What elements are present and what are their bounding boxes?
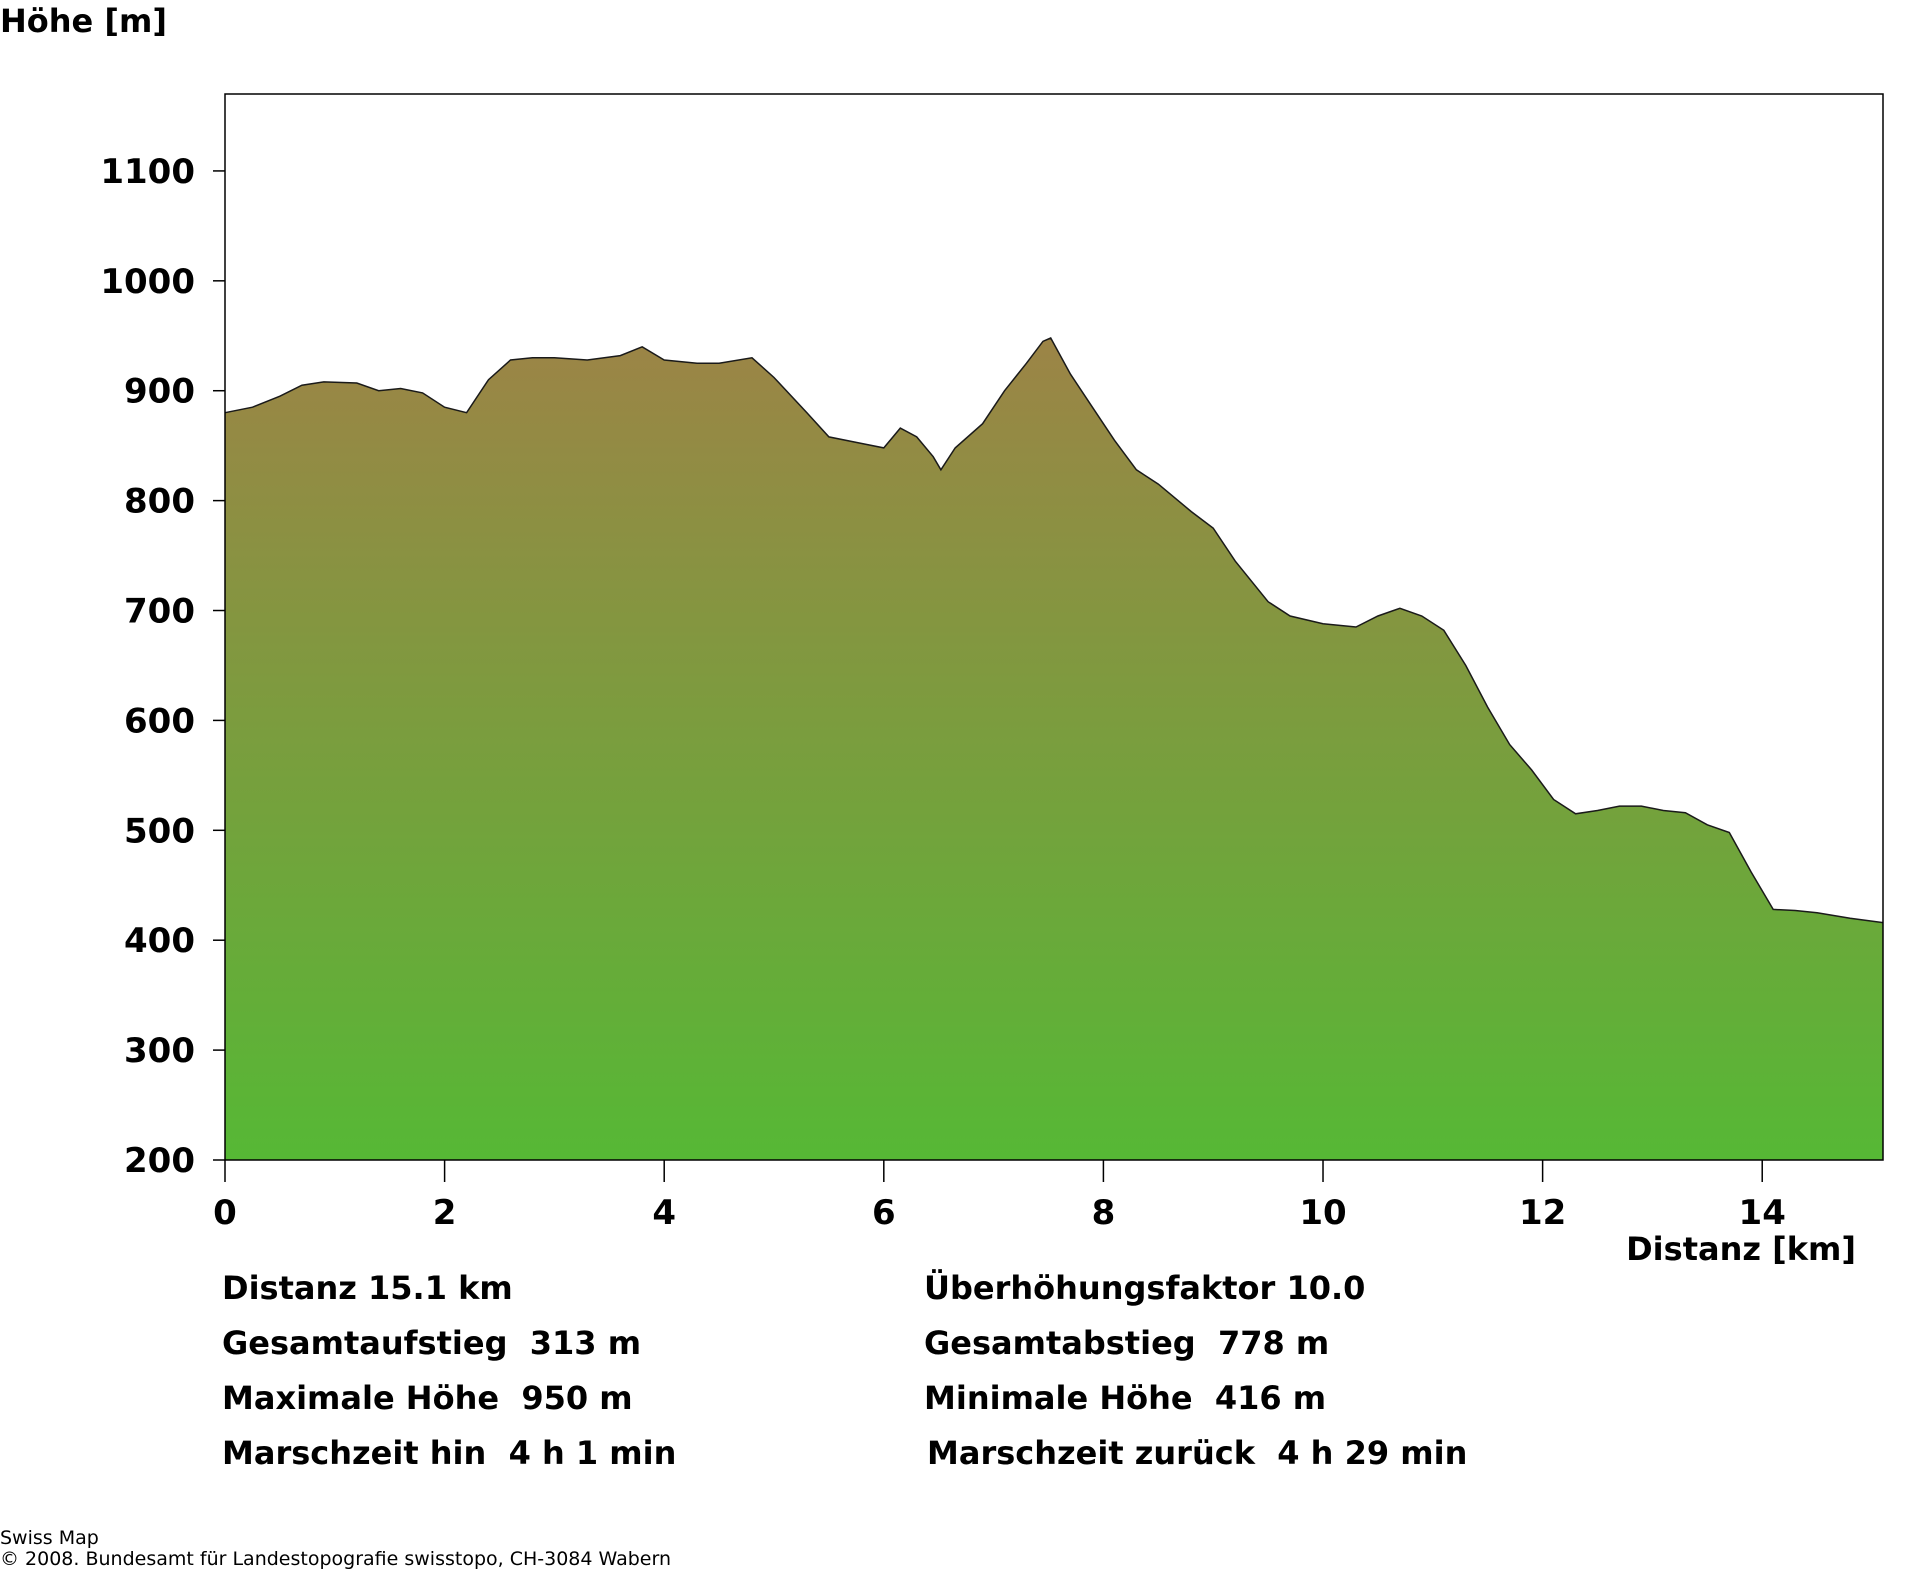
footer-copyright: © 2008. Bundesamt für Landestopografie s…: [0, 1548, 671, 1570]
x-axis-title: Distanz [km]: [1626, 1230, 1856, 1268]
y-tick-label: 600: [124, 701, 195, 741]
x-tick-label: 10: [1299, 1193, 1346, 1233]
stat-min-altitude: Minimale Höhe 416 m: [924, 1379, 1327, 1417]
footer-brand: Swiss Map: [0, 1527, 99, 1549]
stat-exaggeration-factor: Überhöhungsfaktor 10.0: [924, 1269, 1366, 1307]
stat-walk-time-back: Marschzeit zurück 4 h 29 min: [927, 1434, 1468, 1472]
y-tick-label: 800: [124, 482, 195, 522]
y-tick-label: 200: [124, 1141, 195, 1181]
x-tick-label: 12: [1519, 1193, 1566, 1233]
stat-total-descent: Gesamtabstieg 778 m: [924, 1324, 1330, 1362]
stat-max-altitude: Maximale Höhe 950 m: [222, 1379, 633, 1417]
x-tick-label: 4: [652, 1193, 676, 1233]
stat-distance: Distanz 15.1 km: [222, 1269, 513, 1307]
y-axis-title: Höhe [m]: [0, 2, 167, 40]
y-tick-label: 1000: [100, 262, 195, 302]
x-tick-label: 6: [872, 1193, 896, 1233]
x-tick-label: 0: [213, 1193, 237, 1233]
x-tick-label: 8: [1092, 1193, 1116, 1233]
y-tick-label: 900: [124, 372, 195, 412]
stat-walk-time-out: Marschzeit hin 4 h 1 min: [222, 1434, 677, 1472]
y-tick-label: 1100: [100, 152, 195, 192]
x-tick-label: 14: [1739, 1193, 1786, 1233]
y-tick-label: 700: [124, 592, 195, 632]
x-tick-label: 2: [433, 1193, 457, 1233]
stat-total-ascent: Gesamtaufstieg 313 m: [222, 1324, 642, 1362]
y-tick-label: 400: [124, 921, 195, 961]
plot-frame: [224, 93, 1884, 1161]
y-tick-label: 500: [124, 811, 195, 851]
y-tick-label: 300: [124, 1031, 195, 1071]
elevation-line: [224, 337, 1884, 924]
elevation-area: [225, 338, 1883, 1160]
